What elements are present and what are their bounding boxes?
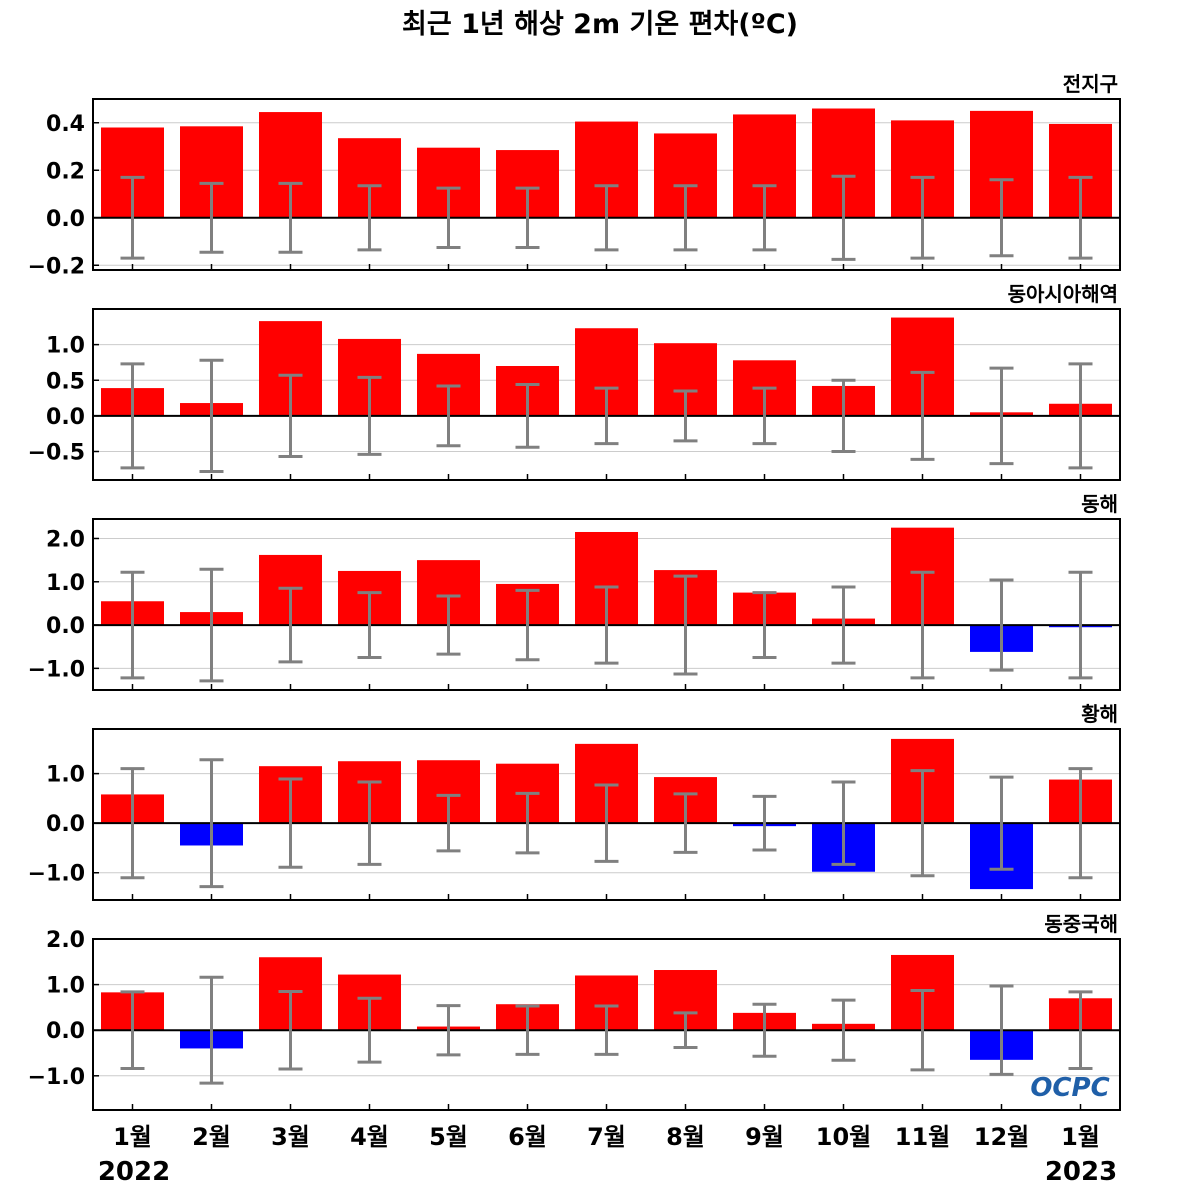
year-label-start: 2022 [98,1157,170,1187]
panel-4: −1.0 0.0 1.0 황해 [28,702,1121,901]
panel-title: 동해 [1081,492,1118,516]
x-tick-label: 9월 [745,1123,784,1151]
year-label-end: 2023 [1045,1157,1117,1187]
y-tick-label: −1.0 [28,657,85,682]
x-tick-label: 8월 [666,1123,705,1151]
x-tick-label: 3월 [271,1123,310,1151]
y-tick-label: 0.2 [46,159,85,184]
panel-title: 전지구 [1063,72,1118,96]
y-tick-label: 0.0 [46,405,85,430]
y-tick-label: 2.0 [46,928,85,953]
y-tick-label: −0.5 [28,441,85,466]
x-tick-label: 4월 [350,1123,389,1151]
y-tick-label: 0.0 [46,614,85,639]
x-tick-label: 1월 [113,1123,152,1151]
panel-3: −1.0 0.0 1.0 2.0 동해 [28,492,1121,691]
y-tick-label: −1.0 [28,862,85,887]
y-tick-label: 1.0 [46,974,85,999]
x-axis-labels: 1월 2월 3월 4월 5월 6월 7월 8월 9월 10월 11월 12월 1월 [113,1123,1100,1151]
y-tick-label: 0.0 [46,207,85,232]
panel-5: −1.0 0.0 1.0 2.0 동중국해 [28,912,1121,1111]
panel-title: 동아시아해역 [1008,282,1118,306]
y-tick-label: 2.0 [46,527,85,552]
y-tick-label: −1.0 [28,1065,85,1090]
y-tick-label: 1.0 [46,571,85,596]
x-tick-label: 2월 [192,1123,231,1151]
x-tick-label: 6월 [508,1123,547,1151]
ocpc-logo: OCPC [1030,1073,1109,1103]
panel-1: −0.2 0.0 0.2 0.4 전지구 [28,72,1121,279]
x-tick-label: 11월 [895,1123,950,1151]
y-tick-label: 1.0 [46,763,85,788]
panel-2: −0.5 0.0 0.5 1.0 동아시아해역 [28,282,1121,481]
x-tick-label: 7월 [587,1123,626,1151]
y-tick-label: 0.5 [46,369,85,394]
x-tick-label: 5월 [429,1123,468,1151]
panel-title: 동중국해 [1044,912,1118,936]
y-tick-label: 0.0 [46,1019,85,1044]
chart-title: 최근 1년 해상 2m 기온 편차(ºC) [402,9,798,40]
x-tick-label: 12월 [974,1123,1029,1151]
y-tick-label: 1.0 [46,334,85,359]
y-tick-label: 0.4 [46,112,85,137]
x-tick-label: 1월 [1061,1123,1100,1151]
y-tick-label: −0.2 [28,254,85,279]
panel-title: 황해 [1081,702,1118,726]
y-tick-label: 0.0 [46,812,85,837]
panels-group: −0.2 0.0 0.2 0.4 전지구 −0.5 0.0 0.5 1.0 동아시아해역 −1.0 0… [28,72,1121,1111]
x-tick-label: 10월 [816,1123,871,1151]
